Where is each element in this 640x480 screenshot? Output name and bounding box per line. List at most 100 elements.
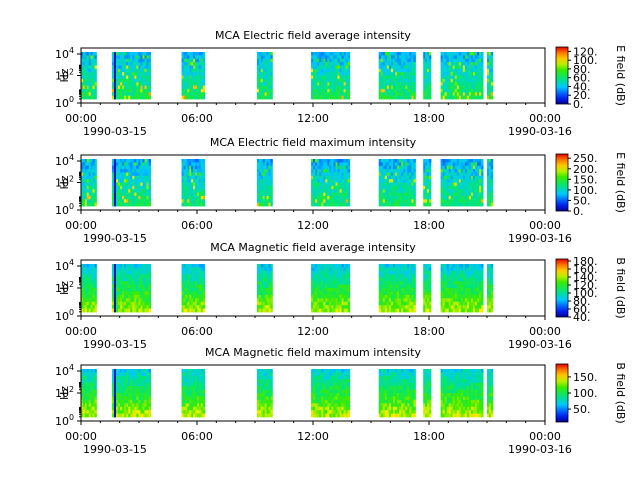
spectrogram-cell [193, 298, 196, 303]
spectrogram-cell [90, 72, 93, 76]
spectrogram-cell [181, 175, 184, 180]
spectrogram-cell [120, 301, 123, 306]
spectrogram-cell [90, 58, 93, 63]
spectrogram-cell [470, 202, 474, 207]
spectrogram-cell [444, 72, 448, 76]
spectrogram-cell [456, 68, 460, 73]
spectrogram-cell [470, 195, 474, 200]
spectrogram-cell [382, 92, 386, 97]
spectrogram-cell [388, 68, 392, 73]
spectrogram-cell [122, 277, 125, 282]
spectrogram-cell [140, 159, 143, 163]
spectrogram-cell [446, 305, 450, 309]
spectrogram-cell [142, 65, 145, 70]
spectrogram-cell [425, 85, 428, 90]
spectrogram-cell [470, 199, 474, 204]
spectrogram-cell [270, 281, 273, 285]
spectrogram-cell [393, 82, 396, 86]
spectrogram-cell [270, 308, 273, 313]
spectrogram-cell [386, 159, 390, 163]
spectrogram-cell [473, 169, 476, 173]
spectrogram-cell [450, 62, 454, 66]
spectrogram-cell [84, 413, 88, 418]
spectrogram-cell [450, 85, 454, 90]
spectrogram-cell [488, 189, 492, 193]
spectrogram-cell [198, 305, 202, 309]
spectrogram-cell [343, 185, 347, 190]
spectrogram-cell [82, 396, 86, 401]
spectrogram-cell [183, 298, 186, 303]
spectrogram-cell [144, 165, 147, 170]
spectrogram-cell [407, 192, 410, 197]
spectrogram-cell [197, 301, 200, 306]
spectrogram-cell [397, 195, 400, 200]
spectrogram-cell [126, 267, 129, 272]
spectrogram-cell [477, 95, 480, 100]
spectrogram-cell [337, 281, 340, 285]
spectrogram-cell [384, 58, 388, 63]
spectrogram-cell [113, 172, 117, 177]
spectrogram-cell [120, 52, 123, 56]
spectrogram-cell [423, 92, 426, 97]
spectrogram-cell [403, 159, 406, 163]
spectrogram-cell [136, 175, 139, 180]
y-axis-label: Hz [58, 175, 71, 189]
spectrogram-cell [347, 298, 351, 303]
spectrogram-cell [136, 199, 139, 204]
spectrogram-cell [413, 55, 416, 60]
spectrogram-cell [136, 165, 139, 170]
spectrogram-cell [477, 264, 480, 268]
spectrogram-cell [411, 175, 414, 180]
spectrogram-cell [479, 202, 482, 207]
spectrogram-cell [317, 185, 320, 190]
spectrogram-cell [197, 68, 200, 73]
spectrogram-cell [444, 288, 448, 292]
spectrogram-cell [405, 58, 408, 63]
spectrogram-cell [458, 88, 462, 93]
spectrogram-cell [86, 274, 90, 279]
spectrogram-cell [258, 284, 262, 289]
spectrogram-cell [266, 182, 269, 187]
spectrogram-cell [94, 78, 97, 83]
spectrogram-cell [187, 291, 190, 296]
spectrogram-cell [409, 192, 412, 197]
spectrogram-cell [136, 301, 139, 306]
spectrogram-cell [488, 182, 492, 187]
spectrogram-cell [313, 281, 316, 285]
spectrogram-cell [142, 72, 145, 76]
spectrogram-cell [193, 291, 196, 296]
spectrogram-cell [343, 68, 347, 73]
spectrogram-cell [122, 185, 125, 190]
spectrogram-cell [266, 189, 269, 193]
spectrogram-cell [200, 85, 204, 90]
spectrogram-cell [270, 95, 273, 100]
spectrogram-cell [118, 202, 121, 207]
spectrogram-cell [92, 82, 95, 86]
spectrogram-cell [317, 88, 320, 93]
spectrogram-cell [470, 267, 474, 272]
spectrogram-cell [429, 274, 432, 279]
spectrogram-cell [405, 82, 408, 86]
spectrogram-cell [407, 75, 410, 80]
spectrogram-cell [185, 82, 188, 86]
spectrogram-cell [395, 199, 398, 204]
spectrogram-cell [444, 82, 448, 86]
spectrogram-cell [407, 165, 410, 170]
spectrogram-cell [116, 189, 119, 193]
colorbar-tick-label: 20. [573, 89, 591, 102]
spectrogram-cell [479, 264, 482, 268]
spectrogram-cell [405, 192, 408, 197]
spectrogram-cell [442, 58, 446, 63]
spectrogram-cell [88, 92, 92, 97]
spectrogram-cell [126, 277, 129, 282]
spectrogram-cell [325, 277, 328, 282]
spectrogram-cell [390, 65, 394, 70]
spectrogram-cell [266, 65, 269, 70]
spectrogram-cell [315, 294, 318, 299]
spectrogram-cell [181, 85, 184, 90]
spectrogram-cell [345, 270, 349, 275]
spectrogram-cell [132, 165, 135, 170]
spectrogram-cell [390, 55, 394, 60]
spectrogram-cell [260, 192, 264, 197]
spectrogram-cell [473, 162, 476, 167]
